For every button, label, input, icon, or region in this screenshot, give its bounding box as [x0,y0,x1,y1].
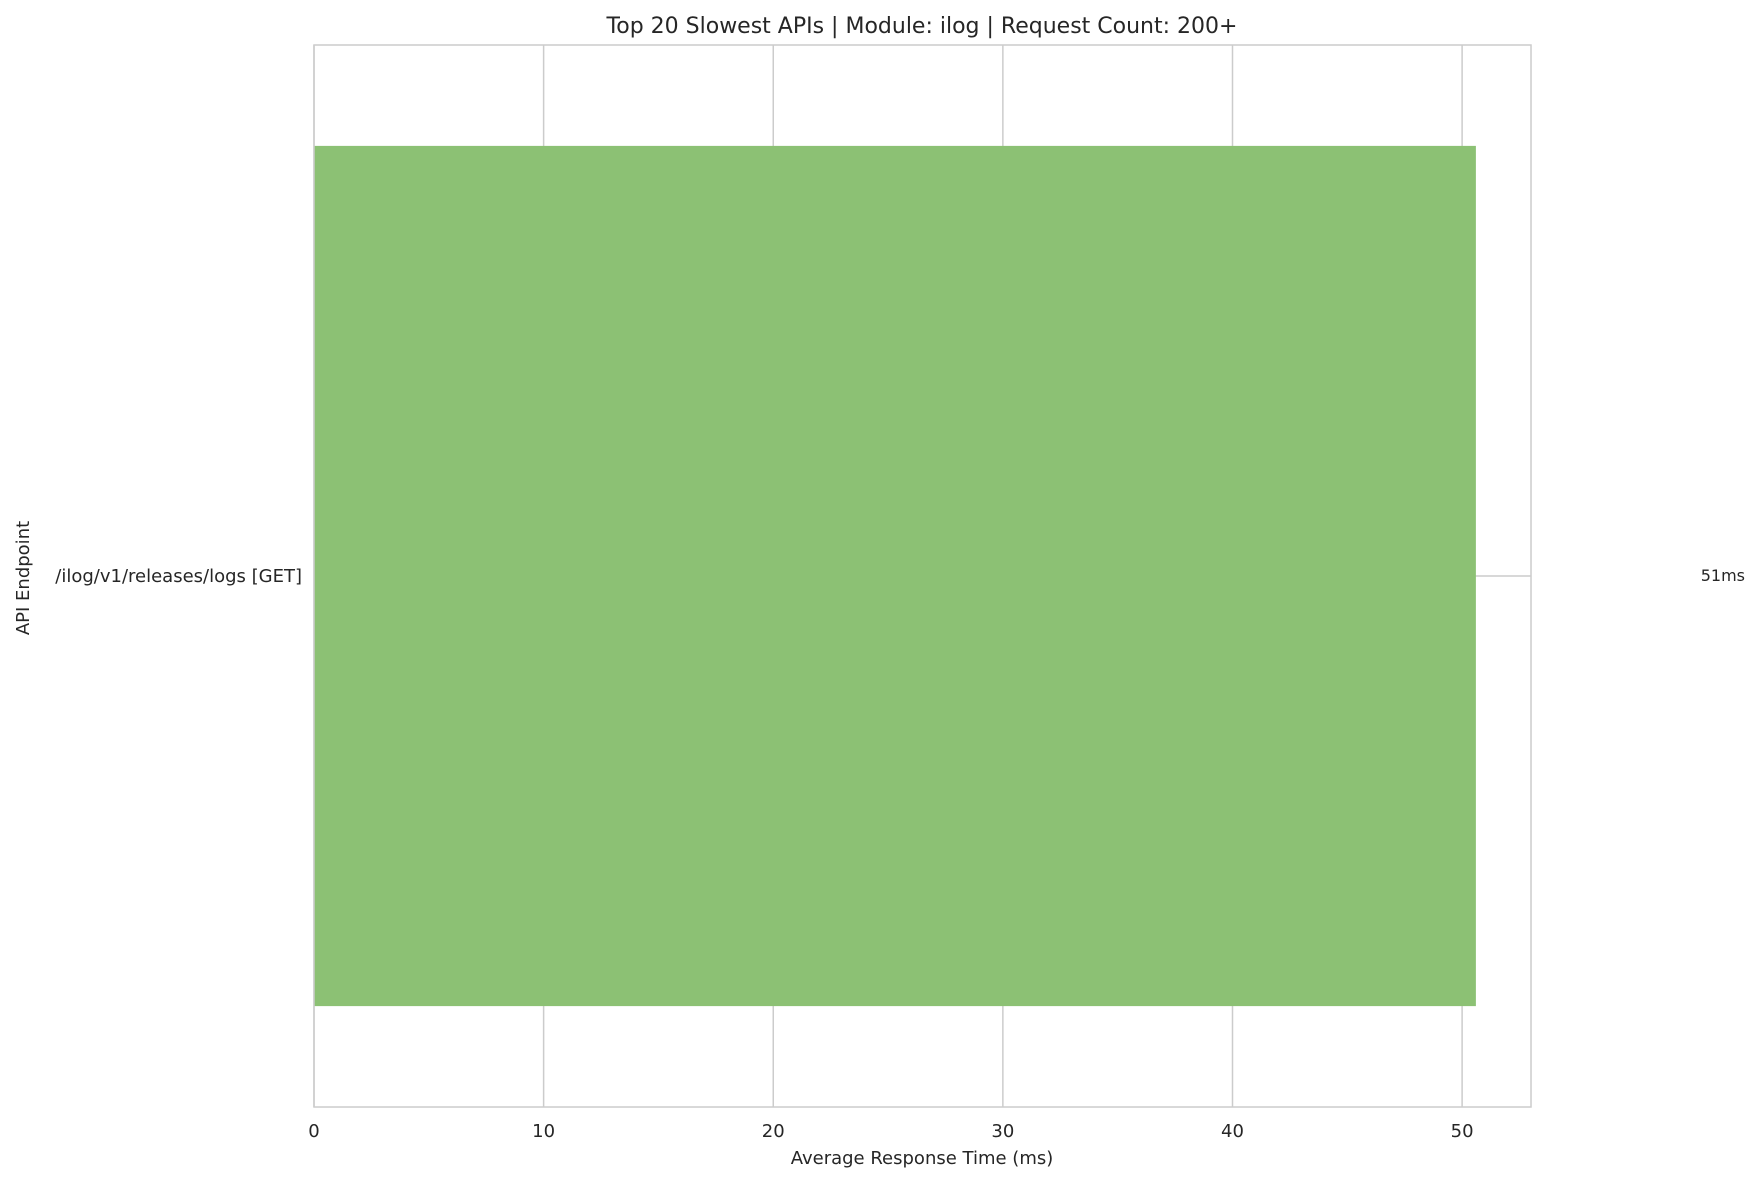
x-tick-label: 30 [991,1121,1014,1142]
y-ticks: /ilog/v1/releases/logs [GET] [55,566,302,587]
x-tick-label: 40 [1221,1121,1244,1142]
y-tick-label: /ilog/v1/releases/logs [GET] [55,566,302,587]
chart-title: Top 20 Slowest APIs | Module: ilog | Req… [606,14,1238,39]
x-tick-label: 20 [762,1121,785,1142]
x-tick-label: 0 [308,1121,319,1142]
x-tick-label: 50 [1451,1121,1474,1142]
value-labels: 51ms [1701,566,1745,585]
y-axis-title: API Endpoint [13,521,34,635]
x-tick-label: 10 [532,1121,555,1142]
x-axis-title: Average Response Time (ms) [791,1148,1054,1169]
x-ticks: 0 10 20 30 40 50 [308,1121,1473,1142]
plot-frame [313,44,1532,1108]
bar-value-label: 51ms [1701,566,1745,585]
bars [314,145,1476,1007]
bar [314,145,1476,1007]
